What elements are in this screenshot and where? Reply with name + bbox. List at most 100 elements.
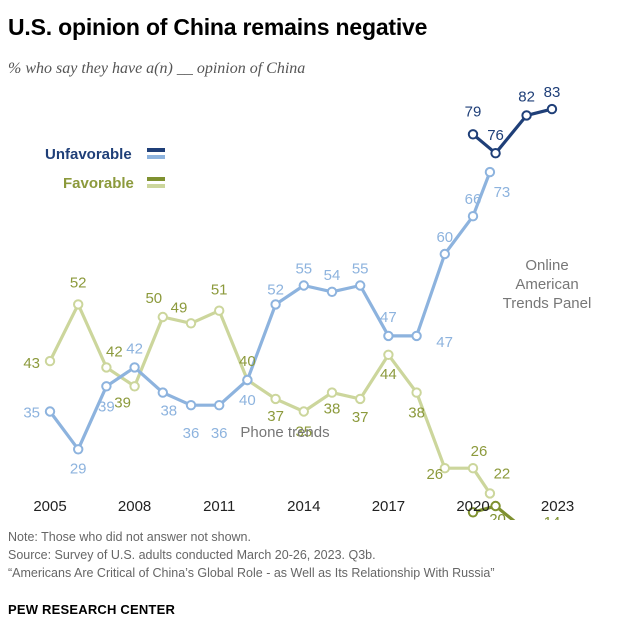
favorable-phone-data-label: 51 [211, 282, 228, 299]
unfavorable-phone-data-label: 29 [70, 460, 87, 477]
favorable-phone-data-label: 26 [426, 466, 443, 483]
phone-trends-annotation: Phone trends [240, 424, 329, 441]
report-title-text: “Americans Are Critical of China’s Globa… [8, 566, 495, 580]
favorable-phone-point [326, 387, 338, 398]
favorable-phone-point [185, 318, 197, 329]
unfavorable-online-data-label: 82 [518, 88, 535, 105]
x-tick-label: 2020 [456, 498, 489, 515]
x-tick-label: 2014 [287, 498, 320, 515]
favorable-phone-data-label: 44 [380, 366, 397, 383]
unfavorable-phone-point [467, 211, 479, 222]
favorable-phone-point [467, 463, 479, 474]
unfavorable-phone-data-label: 55 [352, 261, 369, 278]
legend-favorable-label: Favorable [63, 175, 134, 192]
unfavorable-phone-point [270, 299, 281, 310]
favorable-online-data-label: 14 [544, 514, 561, 520]
unfavorable-phone-data-label: 47 [380, 309, 397, 326]
favorable-phone-data-label: 37 [267, 408, 284, 425]
unfavorable-phone-point [214, 400, 225, 411]
favorable-phone-data-label: 39 [114, 394, 131, 411]
favorable-phone-data-label: 42 [106, 343, 123, 360]
unfavorable-phone-point [185, 400, 197, 411]
legend-unfavorable-swatch-online [147, 148, 165, 152]
favorable-online-data-label: 20 [489, 511, 506, 520]
favorable-phone-point [270, 393, 281, 405]
favorable-phone-data-label: 38 [408, 405, 425, 422]
favorable-phone-point [383, 349, 394, 360]
online-panel-annotation-line2: American [515, 276, 578, 293]
favorable-phone-point [411, 387, 422, 398]
brand-name: PEW RESEARCH CENTER [8, 602, 176, 617]
favorable-phone-point [44, 355, 56, 367]
unfavorable-phone-point [355, 280, 366, 291]
favorable-phone-data-label: 43 [23, 355, 40, 372]
unfavorable-phone-point [326, 286, 338, 297]
favorable-phone-data-label: 49 [171, 299, 188, 316]
legend-favorable-swatch-online [147, 177, 165, 181]
unfavorable-online-line [471, 107, 554, 155]
favorable-online-line [471, 504, 516, 520]
unfavorable-phone-data-label: 36 [211, 425, 228, 442]
unfavorable-phone-point [383, 330, 394, 342]
unfavorable-online-point [467, 129, 479, 140]
unfavorable-phone-data-label: 36 [183, 425, 200, 442]
chart-title: U.S. opinion of China remains negative [8, 14, 428, 40]
unfavorable-phone-data-label: 42 [126, 340, 143, 357]
favorable-phone-data-label: 26 [471, 443, 488, 460]
unfavorable-phone-point [73, 444, 84, 455]
unfavorable-phone-data-label: 66 [465, 191, 482, 208]
line-chart: 43 52 42 39 50 49 51 40 37 35 38 37 44 38 26 26 22 35 29 39… [23, 84, 592, 520]
unfavorable-online-point [521, 110, 532, 121]
unfavorable-phone-point [101, 381, 112, 392]
unfavorable-phone-point [44, 406, 56, 417]
unfavorable-phone-point [242, 374, 253, 386]
favorable-phone-point [439, 463, 450, 474]
unfavorable-online-point [490, 148, 501, 159]
online-panel-annotation-line1: Online [525, 257, 568, 274]
favorable-phone-data-label: 35 [295, 424, 312, 441]
favorable-phone-point [157, 311, 169, 323]
unfavorable-phone-data-label: 55 [295, 261, 312, 278]
unfavorable-phone-data-label: 54 [324, 267, 341, 284]
x-tick-label: 2008 [118, 498, 151, 515]
favorable-phone-point [129, 381, 140, 392]
favorable-phone-point [73, 299, 84, 310]
unfavorable-phone-data-label: 38 [160, 403, 177, 420]
unfavorable-phone-point [439, 248, 450, 260]
source-text: Source: Survey of U.S. adults conducted … [8, 548, 376, 562]
legend-unfavorable-swatch-phone [147, 155, 165, 159]
favorable-phone-data-label: 50 [145, 290, 162, 307]
favorable-phone-data-label: 52 [70, 274, 87, 291]
favorable-phone-data-label: 37 [352, 409, 369, 426]
unfavorable-phone-data-label: 60 [436, 229, 453, 246]
unfavorable-phone-data-label: 52 [267, 281, 284, 298]
x-tick-label: 2023 [541, 498, 574, 515]
favorable-phone-point [355, 393, 366, 405]
favorable-phone-point [214, 305, 225, 316]
favorable-phone-data-label: 40 [239, 353, 256, 370]
unfavorable-phone-data-label: 35 [23, 405, 40, 422]
favorable-online-point [490, 500, 501, 512]
online-panel-annotation-line3: Trends Panel [503, 295, 592, 312]
chart-subtitle: % who say they have a(n) __ opinion of C… [8, 60, 306, 77]
unfavorable-phone-point [129, 362, 140, 373]
x-tick-label: 2017 [372, 498, 405, 515]
unfavorable-online-data-label: 79 [465, 103, 482, 120]
unfavorable-phone-point [157, 387, 169, 398]
favorable-phone-point [101, 362, 112, 373]
unfavorable-phone-data-label: 73 [494, 184, 511, 201]
note-text: Note: Those who did not answer not shown… [8, 530, 251, 544]
favorable-phone-data-label: 38 [324, 401, 341, 418]
legend-unfavorable-label: Unfavorable [45, 146, 132, 163]
unfavorable-phone-point [411, 330, 422, 342]
unfavorable-online-data-label: 83 [544, 84, 561, 101]
unfavorable-phone-data-label: 47 [436, 334, 453, 351]
legend-favorable-swatch-phone [147, 184, 165, 188]
unfavorable-phone-data-label: 40 [239, 392, 256, 409]
unfavorable-phone-data-label: 39 [98, 398, 115, 415]
favorable-phone-point [484, 488, 496, 499]
favorable-phone-point [298, 406, 309, 417]
unfavorable-online-point [546, 103, 558, 115]
favorable-online-point [467, 507, 479, 518]
unfavorable-phone-point [298, 280, 309, 291]
